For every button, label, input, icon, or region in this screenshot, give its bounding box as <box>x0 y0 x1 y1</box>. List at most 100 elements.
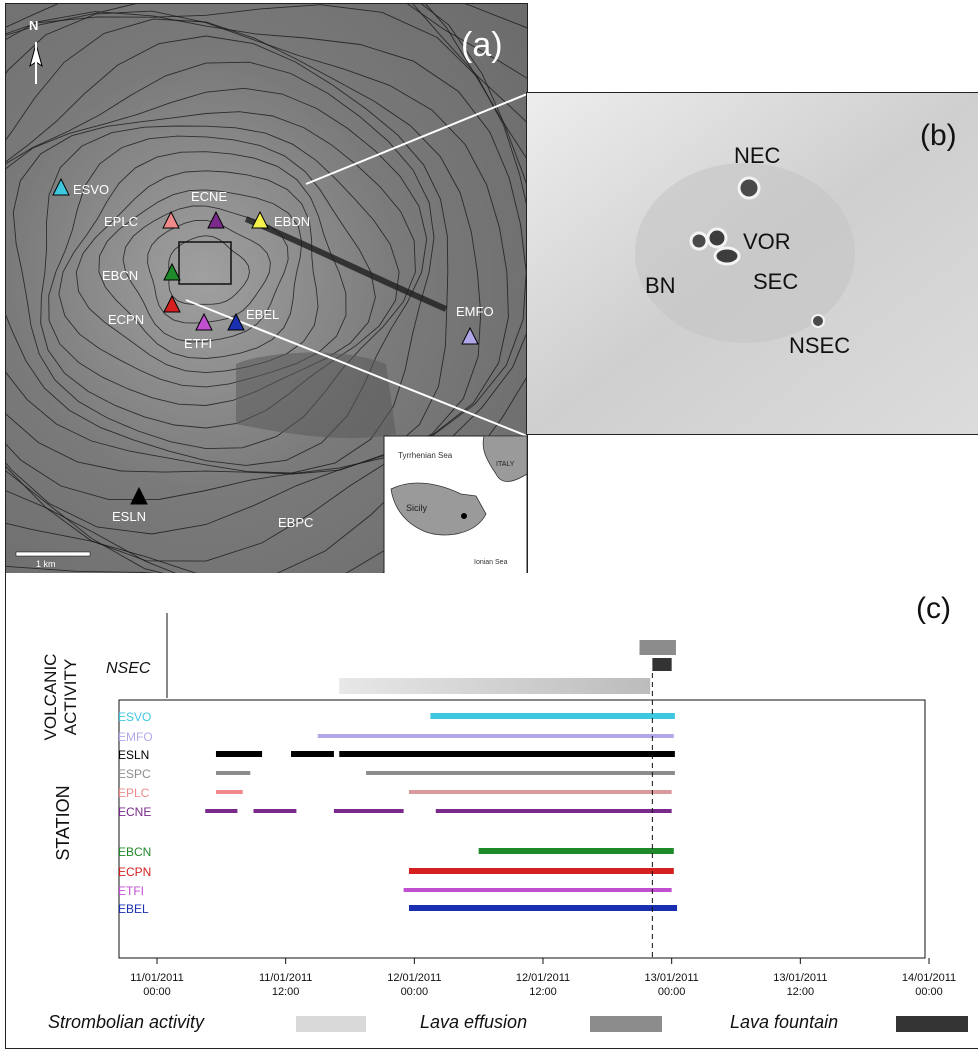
crater-label-nsec: NSEC <box>789 333 850 358</box>
x-tick-time: 12:00 <box>272 986 300 998</box>
panel-a-label: (a) <box>461 26 503 64</box>
station-rows: ESVO EMFO ESLN ESPC EPLC ECNE EBCN ECPN ETFI EBEL <box>118 710 678 916</box>
station-data-segment <box>339 751 675 757</box>
station-data-segment <box>253 809 297 813</box>
svg-text:Sicily: Sicily <box>406 503 428 513</box>
summit-zoom-box <box>178 241 232 285</box>
station-row-label: ESPC <box>118 767 151 781</box>
legend-effusion-label: Lava effusion <box>420 1012 527 1032</box>
valley-depression <box>236 352 396 439</box>
station-plot-frame <box>118 699 926 959</box>
station-data-segment <box>215 771 251 775</box>
crater-label-vor: VOR <box>743 229 791 254</box>
x-tick-date: 12/01/2011 <box>516 972 570 984</box>
station-marker-ecpn[interactable] <box>163 294 181 313</box>
svg-text:1 km: 1 km <box>36 559 56 569</box>
station-marker-ebcn[interactable] <box>163 262 181 281</box>
station-marker-ebel[interactable] <box>227 312 245 331</box>
station-data-segment <box>408 905 678 911</box>
station-label-ebcn: EBCN <box>102 268 138 283</box>
timeline-panel-c: (c) VOLCANIC ACTIVITY NSEC STATION ESVO E… <box>5 573 978 1049</box>
volcanic-activity-title: VOLCANIC ACTIVITY <box>41 654 80 741</box>
legend-strombolian-swatch <box>296 1016 366 1032</box>
x-tick-time: 00:00 <box>143 986 171 998</box>
crater-label-nec: NEC <box>734 143 781 168</box>
station-marker-emfo[interactable] <box>461 326 479 345</box>
contour-line <box>6 11 527 562</box>
station-data-segment <box>291 751 334 757</box>
station-marker-eplc[interactable] <box>162 210 180 229</box>
crater-nec-icon <box>737 176 761 200</box>
x-axis: 11/01/2011 00:00 11/01/2011 12:00 12/01/2011… <box>130 958 956 998</box>
station-data-segment <box>366 771 675 775</box>
x-tick-time: 00:00 <box>915 986 943 998</box>
station-data-segment <box>403 888 672 892</box>
x-tick-time: 00:00 <box>658 986 686 998</box>
contour-line <box>6 4 527 574</box>
legend-effusion-swatch <box>590 1016 662 1032</box>
station-markers: ESVO EPLC ECNE EBDN EBCN ECPN ETFI EBEL … <box>52 177 494 530</box>
activity-bars <box>339 640 676 694</box>
station-label-ebdn: EBDN <box>274 214 310 229</box>
crater-label-sec: SEC <box>753 269 798 294</box>
station-data-segment <box>215 751 263 757</box>
station-row-label: EBEL <box>118 902 149 916</box>
station-marker-ebdn[interactable] <box>251 210 269 229</box>
x-tick-date: 14/01/2011 <box>902 972 956 984</box>
panel-c-label: (c) <box>916 592 951 625</box>
station-data-segment <box>215 790 243 794</box>
north-arrow-icon <box>29 42 43 84</box>
crater-bn-icon <box>689 231 709 251</box>
crater-label-bn: BN <box>645 273 676 298</box>
station-row-label: EMFO <box>118 730 153 744</box>
scale-bar: 1 km <box>15 551 91 569</box>
station-row-label: ECNE <box>118 805 151 819</box>
legend-fountain-swatch <box>896 1016 968 1032</box>
svg-text:VOLCANIC: VOLCANIC <box>41 654 60 741</box>
legend-strombolian-label: Strombolian activity <box>48 1012 205 1032</box>
x-tick-time: 12:00 <box>787 986 815 998</box>
contour-line <box>122 205 289 343</box>
inset-map: Tyrrhenian Sea Sicily Ionian Sea ITALY <box>383 435 527 574</box>
contour-line <box>98 189 303 359</box>
timeline-chart: (c) VOLCANIC ACTIVITY NSEC STATION ESVOE… <box>41 592 968 1032</box>
x-tick-time: 00:00 <box>401 986 429 998</box>
zoom-line-top <box>305 93 527 185</box>
station-label-ebpc: EBPC <box>278 515 313 530</box>
station-row-label: ESVO <box>118 710 151 724</box>
station-label-ecpn: ECPN <box>108 312 144 327</box>
svg-text:ITALY: ITALY <box>496 461 515 468</box>
activity-bar-effusion <box>639 640 676 655</box>
north-label: N <box>29 18 38 33</box>
station-row-label: ETFI <box>118 884 144 898</box>
zoom-line-bottom <box>185 299 527 437</box>
station-data-segment <box>435 809 672 813</box>
station-row-label: ECPN <box>118 865 151 879</box>
station-marker-esvo[interactable] <box>52 177 70 196</box>
x-tick-date: 11/01/2011 <box>130 972 183 984</box>
crater-sec-icon <box>713 246 741 266</box>
station-row-label: ESLN <box>118 748 149 762</box>
contour-line <box>6 35 449 475</box>
contour-line <box>6 61 435 474</box>
contour-line <box>6 10 509 535</box>
svg-text:Tyrrhenian Sea: Tyrrhenian Sea <box>398 451 453 460</box>
legend: Strombolian activity Lava effusion Lava … <box>48 1012 968 1032</box>
legend-fountain-label: Lava fountain <box>730 1012 838 1032</box>
panel-b-label: (b) <box>920 119 957 152</box>
station-data-segment <box>317 734 674 738</box>
station-marker-ecne[interactable] <box>207 210 225 229</box>
sicily-shape <box>390 482 487 536</box>
x-tick-time: 12:00 <box>529 986 557 998</box>
map-panel-a: N (a) 1 km ESVO EPLC ECNE EBDN EBCN ECPN… <box>5 3 528 575</box>
station-marker-esln[interactable] <box>130 486 148 505</box>
station-label-etfi: ETFI <box>184 336 212 351</box>
station-data-segment <box>408 790 672 794</box>
summit-relief: (b) NEC VOR BN SEC NSEC <box>527 93 978 434</box>
station-marker-etfi[interactable] <box>195 312 213 331</box>
relief-map: N (a) 1 km ESVO EPLC ECNE EBDN EBCN ECPN… <box>6 4 527 574</box>
station-row-label: EBCN <box>118 845 151 859</box>
station-data-segment <box>333 809 404 813</box>
svg-text:ACTIVITY: ACTIVITY <box>61 659 80 736</box>
nsec-label: NSEC <box>106 660 151 677</box>
